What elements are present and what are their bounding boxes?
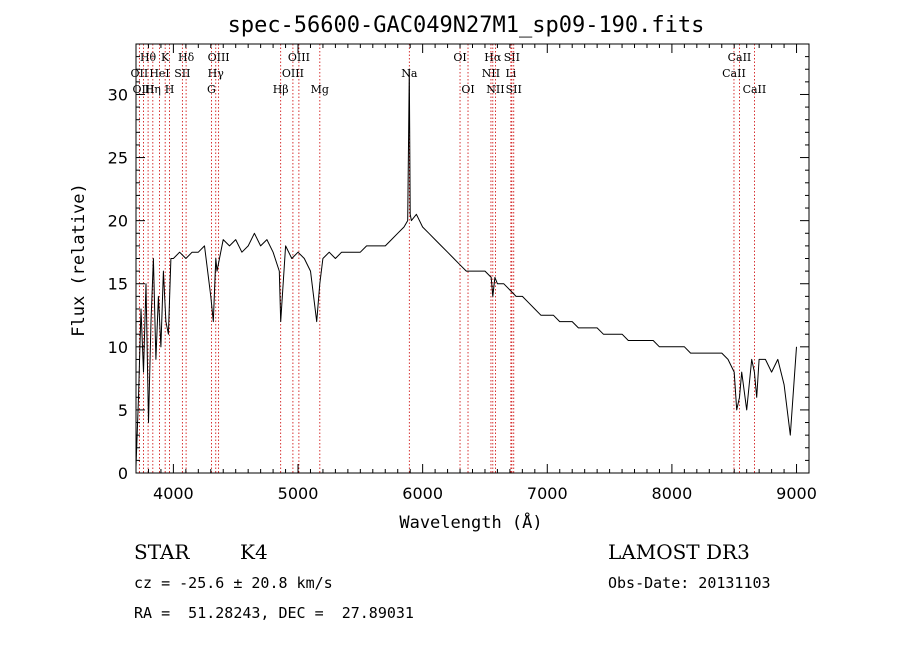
line-marker-label: Hβ — [273, 83, 289, 96]
y-tick-label: 10 — [108, 338, 128, 357]
object-subclass: K4 — [240, 540, 268, 564]
y-tick-label: 30 — [108, 85, 128, 104]
line-marker-label: SII — [504, 51, 520, 64]
x-tick-label: 6000 — [402, 484, 443, 503]
line-marker-label: CaII — [728, 51, 752, 64]
x-tick-label: 7000 — [527, 484, 568, 503]
y-axis-ticks: 0 5 10 15 20 25 30 — [108, 43, 809, 483]
x-tick-label: 8000 — [652, 484, 693, 503]
observation-date: Obs-Date: 20131103 — [608, 574, 771, 592]
coordinates: RA = 51.28243, DEC = 27.89031 — [134, 604, 414, 622]
survey-name: LAMOST DR3 — [608, 540, 750, 564]
y-tick-label: 20 — [108, 212, 128, 231]
x-axis-ticks: 4000 5000 6000 7000 8000 9000 — [135, 44, 817, 503]
line-marker-label: K — [161, 51, 170, 64]
y-tick-label: 5 — [118, 401, 128, 420]
spectrum-series — [135, 68, 797, 467]
y-tick-label: 0 — [118, 464, 128, 483]
x-tick-label: 5000 — [278, 484, 319, 503]
line-marker-label: SII — [506, 83, 522, 96]
y-tick-label: 25 — [108, 149, 128, 168]
line-marker-label: Hγ — [208, 67, 225, 80]
line-marker-label: Hα — [484, 51, 502, 64]
spectrum-line — [135, 68, 797, 467]
line-marker-label: Hη — [145, 83, 161, 96]
line-marker-label: G — [207, 83, 216, 96]
line-marker-label: H — [165, 83, 175, 96]
line-marker-label: CaII — [743, 83, 767, 96]
line-marker-label: OIII — [282, 67, 304, 80]
object-class: STAR — [134, 540, 190, 564]
spectrum-chart: spec-56600-GAC049N27M1_sp09-190.fits Hθ O… — [69, 13, 817, 533]
line-marker-label: NII — [486, 83, 504, 96]
redshift-velocity: cz = -25.6 ± 20.8 km/s — [134, 574, 333, 592]
line-marker-label: OIII — [208, 51, 230, 64]
line-marker-label: OI — [453, 51, 466, 64]
line-marker-label: NII — [482, 67, 500, 80]
line-marker-label: OI — [461, 83, 474, 96]
line-marker-label: OIII — [288, 51, 310, 64]
x-tick-label: 4000 — [153, 484, 194, 503]
line-marker-label: CaII — [722, 67, 746, 80]
line-marker-label: HeI — [149, 67, 169, 80]
line-marker-label: Hθ — [140, 51, 157, 64]
x-axis-label: Wavelength (Å) — [399, 511, 542, 533]
line-marker-label: OIII — [132, 83, 154, 96]
chart-title: spec-56600-GAC049N27M1_sp09-190.fits — [228, 13, 705, 38]
y-axis-label: Flux (relative) — [69, 183, 89, 337]
x-tick-label: 9000 — [776, 484, 817, 503]
line-marker-label: Li — [505, 67, 516, 80]
line-marker-label: Hδ — [178, 51, 195, 64]
line-marker-label: SII — [174, 67, 190, 80]
plot-frame — [135, 43, 810, 474]
line-marker-label: Mg — [311, 83, 329, 96]
y-tick-label: 15 — [108, 275, 128, 294]
